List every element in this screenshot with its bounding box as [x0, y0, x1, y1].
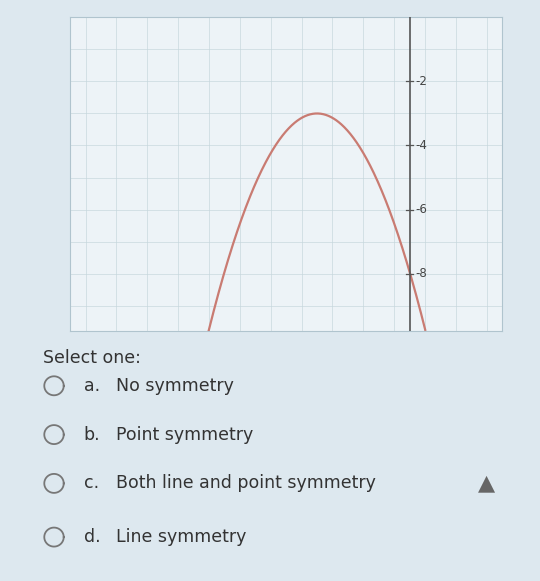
- Text: b.: b.: [84, 426, 100, 443]
- Text: d.: d.: [84, 528, 100, 546]
- Text: -6: -6: [415, 203, 427, 216]
- Text: ▲: ▲: [477, 474, 495, 493]
- Text: Point symmetry: Point symmetry: [116, 426, 253, 443]
- Text: c.: c.: [84, 475, 99, 492]
- Text: -2: -2: [415, 75, 427, 88]
- Text: -4: -4: [415, 139, 427, 152]
- Text: Both line and point symmetry: Both line and point symmetry: [116, 475, 376, 492]
- Text: Line symmetry: Line symmetry: [116, 528, 246, 546]
- Text: -8: -8: [415, 267, 427, 280]
- Text: No symmetry: No symmetry: [116, 377, 234, 394]
- Text: a.: a.: [84, 377, 100, 394]
- Text: Select one:: Select one:: [43, 349, 141, 367]
